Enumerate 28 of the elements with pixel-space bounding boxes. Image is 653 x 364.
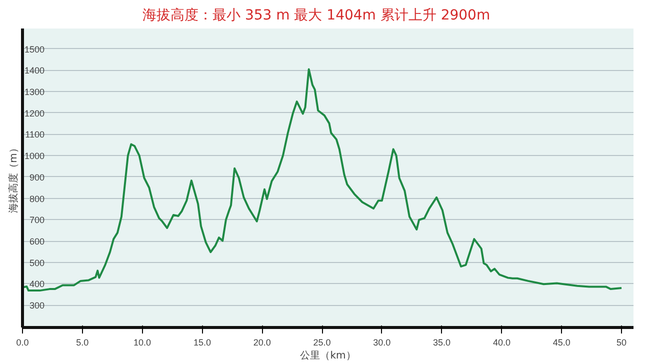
y-tick-label: 1100 [25, 130, 45, 140]
x-tick-label: 15.0 [193, 338, 211, 348]
x-tick-label: 20.0 [253, 338, 271, 348]
line-series [22, 68, 623, 292]
y-tick-label: 900 [29, 172, 45, 182]
x-tick-label: 5.0 [76, 338, 89, 348]
x-tick-label: 25.0 [313, 338, 331, 348]
y-axis-title: 海拔高度（m） [7, 143, 20, 213]
x-tick-label: 10.0 [134, 338, 152, 348]
x-tick-label: 35.0 [433, 338, 451, 348]
y-tick-label: 700 [29, 215, 45, 226]
y-tick-label: 1500 [24, 44, 45, 54]
x-tick-label: 30.0 [373, 338, 391, 348]
y-tick-label: 1200 [24, 108, 45, 118]
x-tick-label: 40.0 [492, 338, 510, 348]
y-tick-label: 1000 [24, 151, 45, 162]
y-tick-label: 1300 [24, 87, 45, 98]
y-tick-label: 600 [29, 236, 45, 247]
x-tick-label: 50 [616, 338, 627, 348]
chart-title: 海拔高度：最小 353 m 最大 1404m 累计上升 2900m [142, 8, 490, 24]
y-tick-label: 500 [29, 258, 45, 268]
y-tick-label: 800 [29, 194, 45, 204]
y-tick-label: 300 [29, 300, 45, 311]
y-tick-label: 400 [29, 279, 45, 290]
y-tick-label: 1400 [24, 66, 45, 76]
x-tick-label: 0.0 [16, 338, 29, 348]
x-tick-label: 45.0 [552, 338, 570, 348]
x-axis-title: 公里（km） [300, 350, 356, 362]
